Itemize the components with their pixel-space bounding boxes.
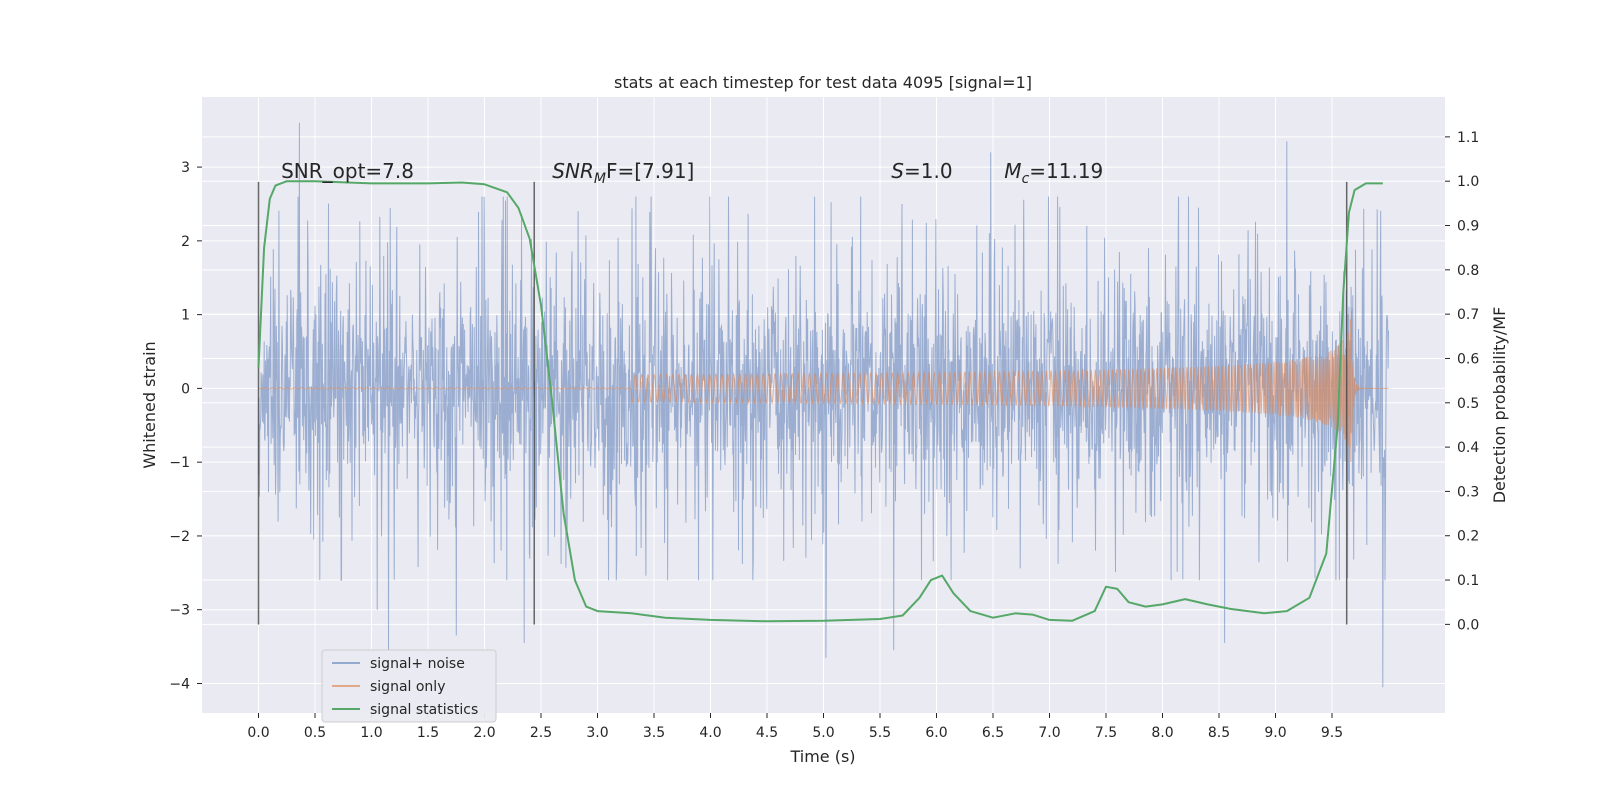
x-tick-label: 7.0: [1038, 725, 1060, 741]
chart-annotations: SNR_opt=7.8 SNRMF=[7.91] S=1.0 Mc=11.19: [281, 159, 1103, 187]
x-axis-label: Time (s): [789, 747, 855, 766]
x-tick-label: 5.5: [869, 725, 891, 741]
y2-tick-label: 0.5: [1457, 396, 1479, 412]
legend-label-signal-only: signal only: [370, 679, 445, 695]
y2-tick-label: 0.3: [1457, 484, 1479, 500]
y2-tick-label: 0.9: [1457, 219, 1479, 235]
y2-axis-ticks: 0.0 0.1 0.2 0.3 0.4 0.5 0.6 0.7 0.8 0.9 1.0 1.1: [1445, 130, 1479, 633]
y-tick-label: −2: [169, 529, 190, 545]
y-tick-label: 3: [181, 160, 190, 176]
x-tick-label: 0.5: [304, 725, 326, 741]
y-axis-ticks: −4 −3 −2 −1 0 1 2 3: [169, 160, 202, 692]
y-tick-label: 0: [181, 381, 190, 397]
x-tick-label: 1.5: [417, 725, 439, 741]
y-tick-label: −3: [169, 603, 190, 619]
statistics-line: [257, 180, 1383, 623]
x-tick-label: 0.0: [247, 725, 269, 741]
x-tick-label: 1.0: [360, 725, 382, 741]
series-signal-only: [258, 311, 1389, 463]
y-tick-label: 1: [181, 308, 190, 324]
legend-label-signal-plus-noise: signal+ noise: [370, 656, 465, 672]
y-tick-label: 2: [181, 234, 190, 250]
y2-axis-label: Detection probability/MF: [1490, 307, 1509, 504]
annotation-label: SNR_opt=7.8: [281, 159, 414, 183]
series-signal-statistics: [257, 180, 1383, 623]
legend: signal+ noise signal only signal statist…: [321, 649, 497, 723]
x-tick-label: 6.5: [982, 725, 1004, 741]
x-tick-label: 4.0: [699, 725, 721, 741]
y2-tick-label: 0.7: [1457, 307, 1479, 323]
y2-tick-label: 0.2: [1457, 529, 1479, 545]
x-tick-label: 8.0: [1151, 725, 1173, 741]
y2-tick-label: 0.0: [1457, 617, 1479, 633]
x-tick-label: 9.0: [1264, 725, 1286, 741]
chirp-trace: [258, 311, 1389, 463]
legend-box: [321, 649, 497, 723]
y2-tick-label: 0.1: [1457, 573, 1479, 589]
x-tick-label: 2.5: [530, 725, 552, 741]
chart-title: stats at each timestep for test data 409…: [614, 73, 1032, 92]
annotation-label: Mc=11.19: [1004, 159, 1103, 187]
y2-tick-label: 1.1: [1457, 130, 1479, 146]
y2-tick-label: 0.4: [1457, 440, 1479, 456]
y-tick-label: −4: [169, 676, 190, 692]
y2-tick-label: 1.0: [1457, 174, 1479, 190]
x-axis-ticks: 0.0 0.5 1.0 1.5 2.0 2.5 3.0 3.5 4.0 4.5 5.0 5.5 6.0 6…: [247, 713, 1343, 741]
y-axis-label: Whitened strain: [140, 341, 159, 468]
x-tick-label: 6.0: [925, 725, 947, 741]
annotation-label: S=1.0: [891, 159, 952, 183]
x-tick-label: 2.0: [473, 725, 495, 741]
annotation-label: SNRMF=[7.91]: [552, 159, 694, 187]
x-tick-label: 3.5: [643, 725, 665, 741]
x-tick-label: 9.5: [1321, 725, 1343, 741]
x-tick-label: 3.0: [586, 725, 608, 741]
y2-tick-label: 0.6: [1457, 351, 1479, 367]
legend-label-signal-statistics: signal statistics: [370, 702, 478, 718]
x-tick-label: 7.5: [1095, 725, 1117, 741]
y2-tick-label: 0.8: [1457, 263, 1479, 279]
y-tick-label: −1: [169, 455, 190, 471]
x-tick-label: 5.0: [812, 725, 834, 741]
x-tick-label: 4.5: [756, 725, 778, 741]
x-tick-label: 8.5: [1208, 725, 1230, 741]
